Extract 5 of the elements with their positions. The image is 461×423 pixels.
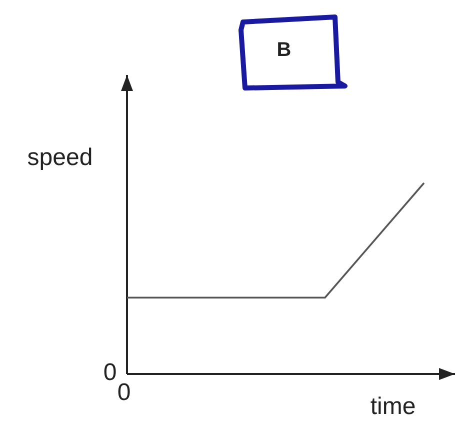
text: 0 bbox=[103, 359, 117, 386]
x-axis-title: time bbox=[370, 393, 416, 420]
text: 0 bbox=[117, 379, 131, 406]
chart-title: B bbox=[276, 39, 292, 61]
y-axis-title: speed bbox=[27, 144, 93, 171]
